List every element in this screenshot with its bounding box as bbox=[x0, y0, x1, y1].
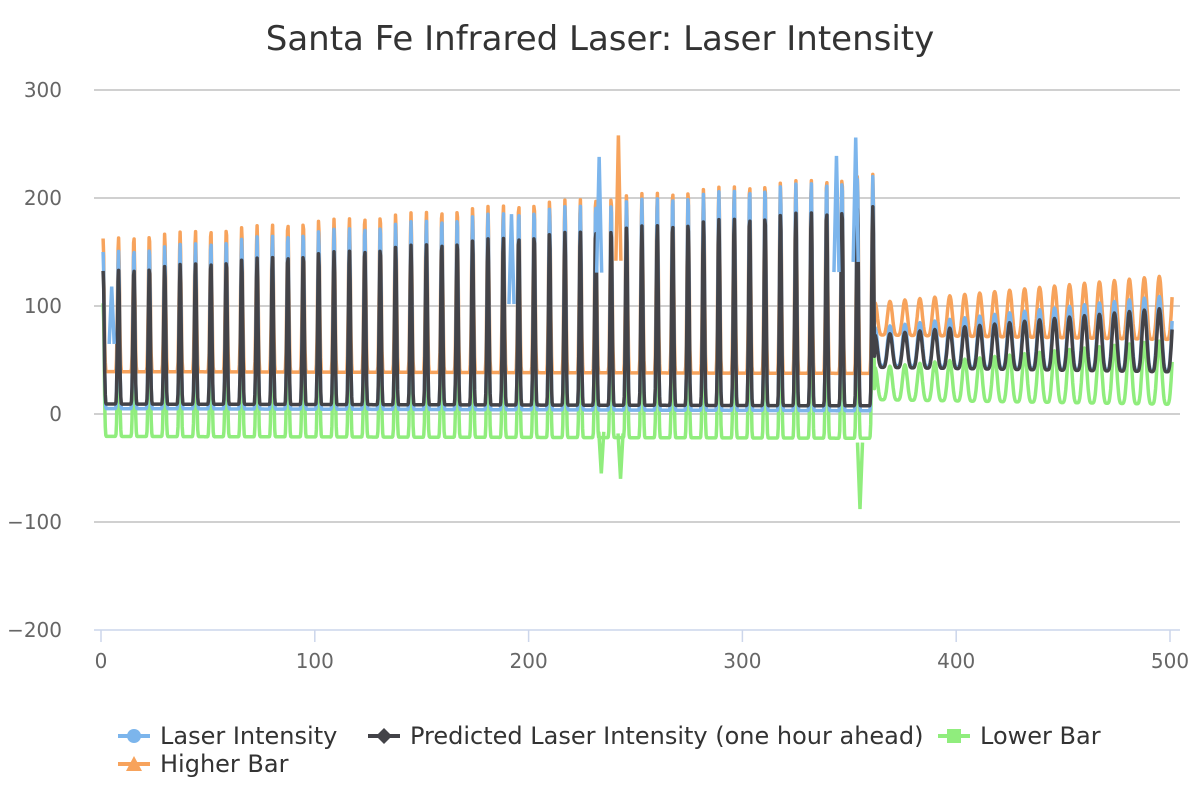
x-tick-label: 500 bbox=[1151, 649, 1189, 673]
circle-marker-icon bbox=[127, 729, 141, 743]
series-spike bbox=[597, 431, 606, 474]
legend-label: Predicted Laser Intensity (one hour ahea… bbox=[410, 722, 923, 750]
x-tick-label: 0 bbox=[95, 649, 108, 673]
y-tick-label: 100 bbox=[24, 294, 62, 318]
x-tick-label: 100 bbox=[296, 649, 334, 673]
triangle-marker-icon bbox=[126, 756, 142, 771]
series-lines bbox=[101, 135, 1174, 510]
legend-item[interactable]: Higher Bar bbox=[118, 750, 289, 778]
y-axis-ticks: −200 −100 0 100 200 300 bbox=[7, 78, 62, 642]
x-tick-label: 200 bbox=[510, 649, 548, 673]
series-spike bbox=[832, 155, 841, 273]
series-line bbox=[101, 237, 1174, 440]
legend-label: Laser Intensity bbox=[160, 722, 337, 750]
series-line bbox=[101, 174, 1174, 413]
legend-item[interactable]: Laser Intensity bbox=[118, 722, 337, 750]
series-line bbox=[101, 205, 1174, 408]
legend-label: Higher Bar bbox=[160, 750, 289, 778]
x-axis: 0 100 200 300 400 500 bbox=[94, 629, 1189, 673]
diamond-marker-icon bbox=[376, 728, 392, 744]
chart-title: Santa Fe Infrared Laser: Laser Intensity bbox=[266, 19, 935, 59]
y-tick-label: 0 bbox=[49, 402, 62, 426]
series-line bbox=[101, 172, 1174, 376]
legend-label: Lower Bar bbox=[980, 722, 1101, 750]
series-spike bbox=[107, 286, 116, 344]
series-spike bbox=[614, 135, 623, 261]
series-spike bbox=[594, 156, 604, 273]
series-spike bbox=[855, 442, 865, 510]
y-tick-label: 300 bbox=[24, 78, 62, 102]
legend-item[interactable]: Lower Bar bbox=[938, 722, 1101, 750]
series-spike bbox=[507, 214, 516, 305]
series-spike bbox=[616, 433, 625, 479]
legend: Laser Intensity Predicted Laser Intensity… bbox=[118, 722, 1101, 778]
y-tick-label: 200 bbox=[24, 186, 62, 210]
y-tick-label: −200 bbox=[7, 618, 62, 642]
x-tick-label: 400 bbox=[937, 649, 975, 673]
series-spike bbox=[851, 137, 860, 262]
x-tick-label: 300 bbox=[723, 649, 761, 673]
square-marker-icon bbox=[947, 729, 961, 743]
legend-item[interactable]: Predicted Laser Intensity (one hour ahea… bbox=[368, 722, 923, 750]
y-tick-label: −100 bbox=[7, 510, 62, 534]
